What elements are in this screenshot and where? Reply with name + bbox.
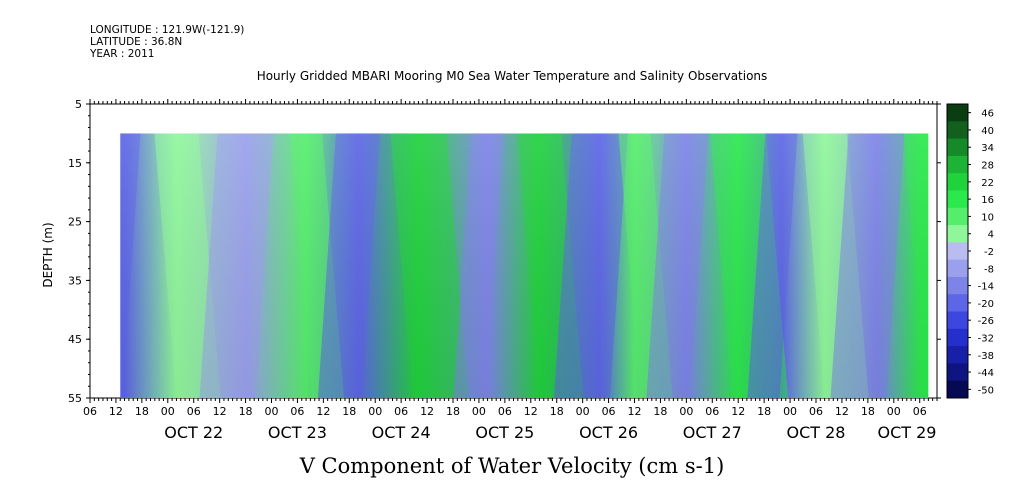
colorbar-swatch	[947, 207, 968, 226]
x-day-label: OCT 27	[683, 423, 742, 442]
x-hour-label: 06	[809, 405, 823, 418]
x-hour-label: 00	[265, 405, 279, 418]
x-hour-label: 18	[757, 405, 771, 418]
x-hour-label: 06	[394, 405, 408, 418]
colorbar-label: 22	[981, 178, 994, 189]
x-day-label: OCT 28	[787, 423, 846, 442]
x-day-label: OCT 22	[164, 423, 223, 442]
x-hour-label: 12	[524, 405, 538, 418]
colorbar-swatch	[947, 121, 968, 140]
colorbar-label: -32	[978, 333, 994, 344]
colorbar-swatch	[947, 363, 968, 382]
colorbar-label: 46	[981, 109, 994, 120]
colorbar-swatch	[947, 311, 968, 330]
y-axis-label: DEPTH (m)	[41, 222, 55, 287]
x-hour-label: 00	[161, 405, 175, 418]
y-tick-label: 15	[68, 157, 82, 170]
x-hour-label: 00	[679, 405, 693, 418]
year-label: YEAR : 2011	[90, 48, 155, 60]
colorbar-swatch	[947, 242, 968, 261]
y-axis: 5 15 25 35 45 55	[68, 98, 941, 405]
y-tick-label: 45	[68, 333, 82, 346]
x-hour-label: 06	[498, 405, 512, 418]
y-tick-label: 55	[68, 392, 82, 405]
colorbar-swatch	[947, 225, 968, 243]
x-hour-label: 18	[550, 405, 564, 418]
x-hour-label: 00	[887, 405, 901, 418]
colorbar-label: -44	[978, 368, 994, 379]
colorbar-label: -2	[984, 247, 994, 258]
x-day-label: OCT 29	[878, 423, 937, 442]
colorbar-swatch	[947, 328, 968, 347]
chart-canvas: 5 15 25 35 45 55 06 12 18 00 06 12 18 00 06 12 18 00 06 12…	[41, 98, 994, 442]
velocity-field	[120, 133, 929, 398]
depth-shade-overlay	[120, 133, 929, 398]
x-day-label: OCT 25	[475, 423, 534, 442]
colorbar-swatch	[947, 138, 968, 157]
colorbar-swatch	[947, 190, 968, 209]
x-hour-label: 06	[705, 405, 719, 418]
colorbar-label: -38	[978, 351, 994, 362]
colorbar-label: -14	[978, 282, 994, 293]
x-axis: 06 12 18 00 06 12 18 00 06 12 18 00 06 12 18 00 06 12 18 00…	[83, 99, 938, 442]
colorbar-label: 34	[981, 143, 994, 154]
colorbar: 46 40 34 28 22 16 10 4 -2 -8 -14 -20 -26 -32 -38 -44 -50	[946, 103, 994, 399]
x-hour-label: 00	[576, 405, 590, 418]
chart-title: Hourly Gridded MBARI Mooring M0 Sea Wate…	[256, 69, 768, 83]
colorbar-swatch	[947, 294, 968, 313]
colorbar-swatch	[947, 380, 968, 399]
colorbar-label: -8	[984, 264, 994, 275]
x-hour-label: 06	[913, 405, 927, 418]
colorbar-swatch	[947, 104, 968, 122]
latitude-label: LATITUDE : 36.8N	[90, 36, 183, 48]
x-hour-label: 06	[83, 405, 97, 418]
colorbar-label: 16	[981, 195, 994, 206]
colorbar-label: 10	[981, 212, 994, 223]
x-hour-label: 00	[783, 405, 797, 418]
colorbar-swatch	[947, 155, 968, 174]
x-hour-label: 00	[472, 405, 486, 418]
x-hour-label: 00	[368, 405, 382, 418]
x-hour-label: 06	[602, 405, 616, 418]
x-hour-label: 18	[861, 405, 875, 418]
x-hour-label: 12	[628, 405, 642, 418]
colorbar-label: -20	[978, 299, 994, 310]
x-hour-label: 06	[290, 405, 304, 418]
x-hour-label: 12	[420, 405, 434, 418]
colorbar-label: 4	[988, 230, 994, 241]
x-hour-label: 18	[653, 405, 667, 418]
x-day-label: OCT 24	[372, 423, 431, 442]
y-tick-label: 5	[75, 98, 82, 111]
colorbar-swatch	[947, 173, 968, 191]
colorbar-swatch	[947, 259, 968, 278]
x-hour-label: 18	[135, 405, 149, 418]
longitude-label: LONGITUDE : 121.9W(-121.9)	[90, 24, 245, 36]
x-hour-label: 18	[446, 405, 460, 418]
x-hour-label: 06	[187, 405, 201, 418]
x-hour-label: 18	[342, 405, 356, 418]
y-tick-label: 35	[68, 274, 82, 287]
x-hour-label: 12	[109, 405, 123, 418]
x-hour-label: 12	[835, 405, 849, 418]
colorbar-swatch	[947, 276, 968, 295]
colorbar-label: -26	[978, 316, 994, 327]
chart-subtitle: V Component of Water Velocity (cm s-1)	[299, 454, 725, 478]
colorbar-label: 28	[981, 161, 994, 172]
x-day-label: OCT 23	[268, 423, 327, 442]
x-day-label: OCT 26	[579, 423, 638, 442]
x-hour-label: 12	[213, 405, 227, 418]
colorbar-label: 40	[981, 126, 994, 137]
colorbar-swatch	[947, 346, 968, 364]
x-hour-label: 12	[731, 405, 745, 418]
x-hour-label: 12	[316, 405, 330, 418]
y-tick-label: 25	[68, 216, 82, 229]
colorbar-label: -50	[978, 385, 994, 396]
x-hour-label: 18	[239, 405, 253, 418]
